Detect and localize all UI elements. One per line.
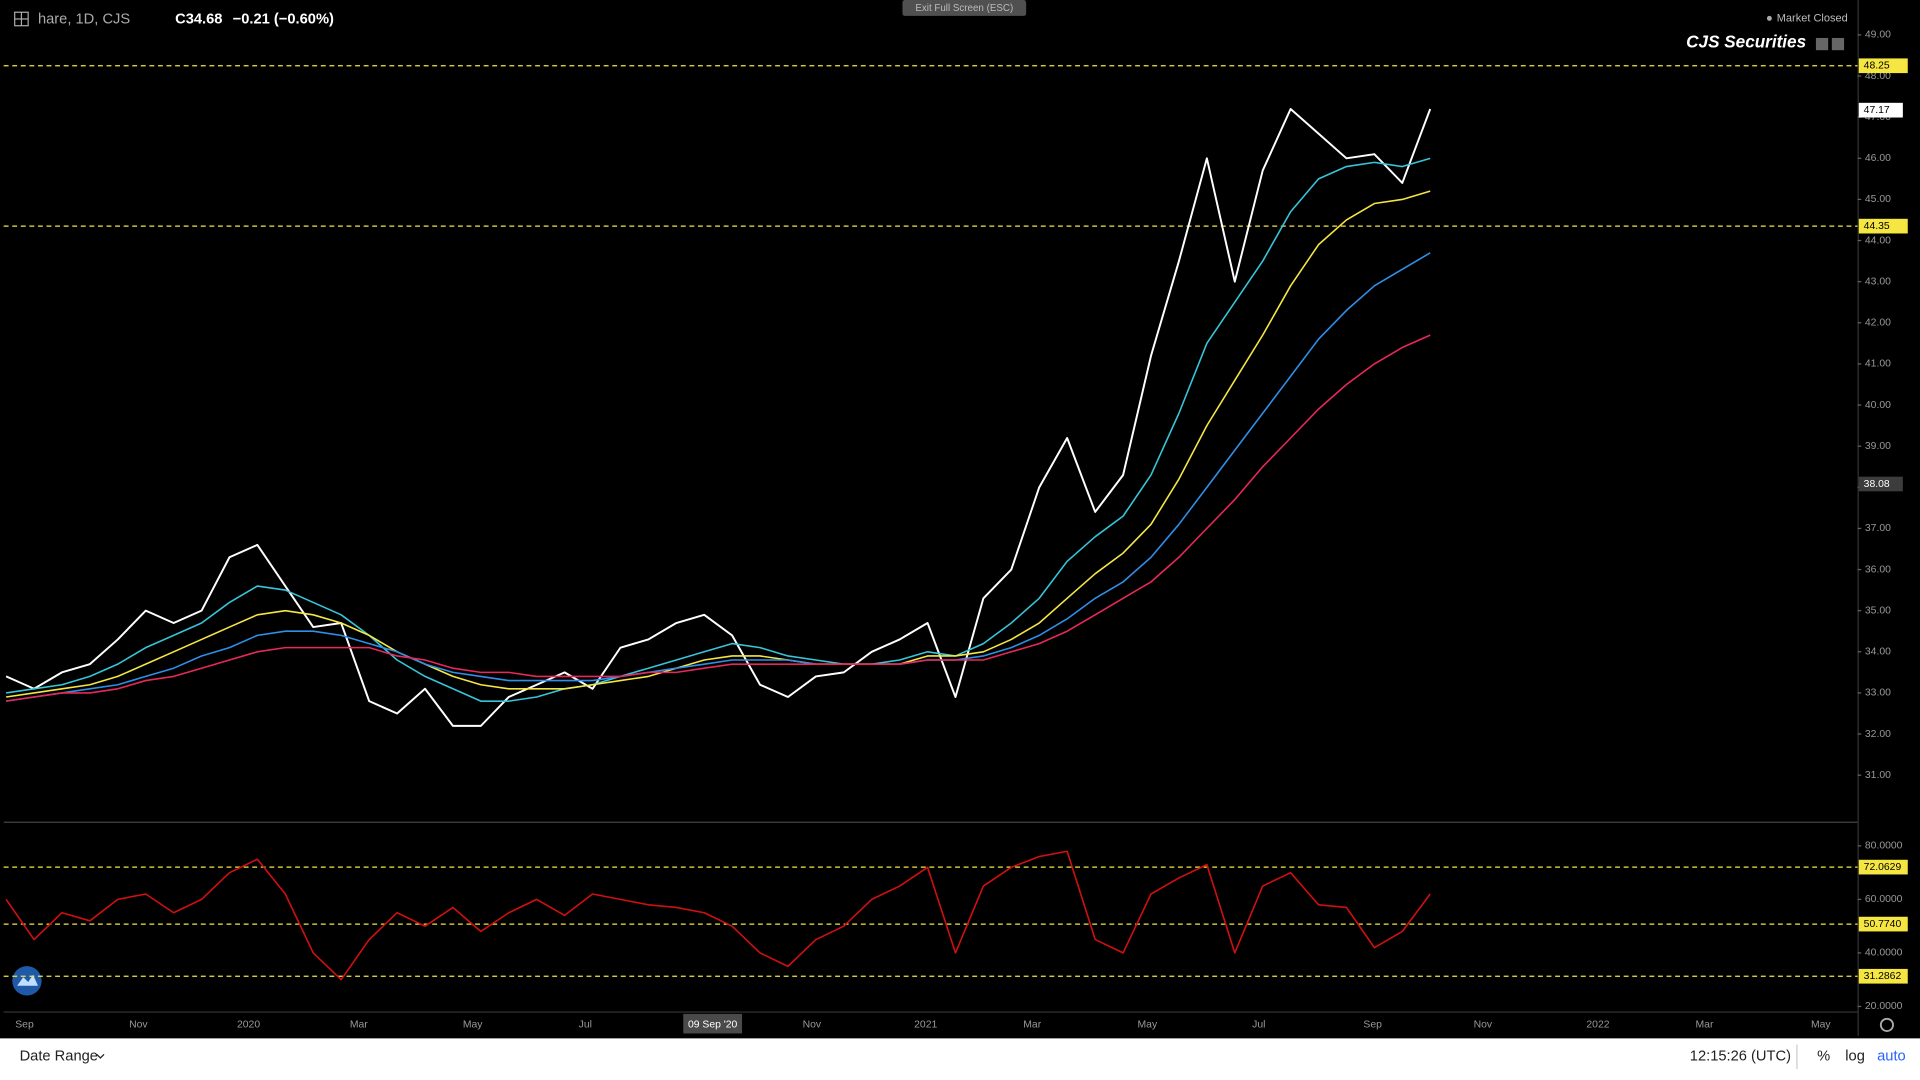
y-tick-label: 60.0000: [1865, 894, 1903, 905]
x-tick-label: 2022: [1586, 1020, 1609, 1031]
symbol-icon[interactable]: [14, 11, 29, 27]
x-tick-label: 2021: [914, 1020, 937, 1031]
x-tick-label: May: [463, 1020, 483, 1031]
series-line: [5, 850, 1431, 981]
level-label: 44.35: [1864, 221, 1890, 232]
market-status: Market Closed: [1777, 12, 1848, 24]
series-line: [6, 190, 1431, 698]
x-tick-label: 2020: [237, 1020, 260, 1031]
x-tick-label: Nov: [129, 1020, 148, 1031]
y-tick-label: 40.0000: [1865, 948, 1903, 959]
x-tick-label: Mar: [1696, 1020, 1714, 1031]
y-tick-label: 42.00: [1865, 318, 1891, 329]
series-line: [6, 334, 1431, 702]
status-dot: [1766, 15, 1772, 21]
y-tick-label: 40.00: [1865, 400, 1891, 411]
change: −0.21 (−0.60%): [233, 11, 334, 27]
level-label-bg: [1858, 859, 1908, 875]
x-tick-label: May: [1811, 1020, 1831, 1031]
series-line: [5, 108, 1432, 727]
y-tick-label: 43.00: [1865, 276, 1891, 287]
y-tick-label: 35.00: [1865, 605, 1891, 616]
time-axis-border: [3, 1011, 1858, 1013]
x-tick-label: May: [1138, 1020, 1158, 1031]
series-line: [6, 157, 1431, 702]
symbol[interactable]: hare, 1D, CJS: [38, 11, 130, 27]
y-tick-label: 80.0000: [1865, 841, 1903, 852]
y-tick-label: 39.00: [1865, 441, 1891, 452]
y-tick-label: 48.00: [1865, 71, 1891, 82]
price-axis-border: [1857, 0, 1859, 1036]
price-label: 38.08: [1864, 479, 1890, 490]
x-tick-label: Sep: [15, 1020, 34, 1031]
pane-separator: [3, 821, 1858, 823]
level-label: 48.25: [1864, 61, 1890, 72]
y-tick-label: 37.00: [1865, 523, 1891, 534]
y-tick-label: 20.0000: [1865, 1001, 1903, 1012]
x-tick-label: Nov: [803, 1020, 822, 1031]
exit-button-bg[interactable]: [902, 0, 1027, 16]
x-tick-label: 09 Sep '20: [688, 1020, 738, 1031]
x-tick-label: Mar: [350, 1020, 368, 1031]
price-label: 47.17: [1864, 105, 1890, 116]
y-tick-label: 36.00: [1865, 564, 1891, 575]
level-label: 72.0629: [1864, 862, 1902, 873]
date-range[interactable]: Date Range: [20, 1049, 98, 1065]
dropdown-caret: [96, 1053, 105, 1059]
x-tick-label: Sep: [1363, 1020, 1382, 1031]
logo[interactable]: [12, 966, 42, 996]
y-tick-label: 33.00: [1865, 688, 1891, 699]
x-tick-label: Jul: [1252, 1020, 1265, 1031]
x-tick-label: Jul: [579, 1020, 592, 1031]
footer-bar: [0, 1038, 1920, 1080]
auto-toggle[interactable]: auto: [1877, 1049, 1906, 1065]
y-tick-label: 49.00: [1865, 30, 1891, 41]
level-label-bg: [1858, 218, 1908, 234]
y-tick-label: 31.00: [1865, 770, 1891, 781]
price-label-bg: [1858, 102, 1903, 118]
logo-mark: [17, 974, 38, 986]
level-label: 50.7740: [1864, 919, 1902, 930]
y-tick-label: 46.00: [1865, 153, 1891, 164]
exit-button[interactable]: Exit Full Screen (ESC): [915, 3, 1013, 14]
brand-button[interactable]: [1815, 37, 1829, 51]
level-label-bg: [1858, 916, 1908, 932]
y-tick-label: 41.00: [1865, 359, 1891, 370]
series-line: [6, 252, 1431, 702]
level-label-bg: [1858, 968, 1908, 984]
level-label-bg: [1858, 58, 1908, 74]
y-tick-label: 34.00: [1865, 647, 1891, 658]
price-label-bg: [1858, 476, 1903, 492]
settings-icon[interactable]: [1879, 1017, 1894, 1032]
level-label: 31.2862: [1864, 971, 1902, 982]
brand: CJS Securities: [1686, 31, 1806, 51]
x-tick-label: Nov: [1474, 1020, 1493, 1031]
clock[interactable]: 12:15:26 (UTC): [1690, 1049, 1791, 1065]
y-tick-label: 45.00: [1865, 194, 1891, 205]
divider: [1796, 1044, 1798, 1069]
y-tick-label: 44.00: [1865, 235, 1891, 246]
crosshair-date-bg: [683, 1013, 743, 1034]
y-tick-label: 32.00: [1865, 729, 1891, 740]
brand-button[interactable]: [1831, 37, 1845, 51]
x-tick-label: Mar: [1023, 1020, 1041, 1031]
close: C34.68: [175, 11, 222, 27]
percent-toggle[interactable]: %: [1817, 1049, 1830, 1065]
log-toggle[interactable]: log: [1845, 1049, 1865, 1065]
